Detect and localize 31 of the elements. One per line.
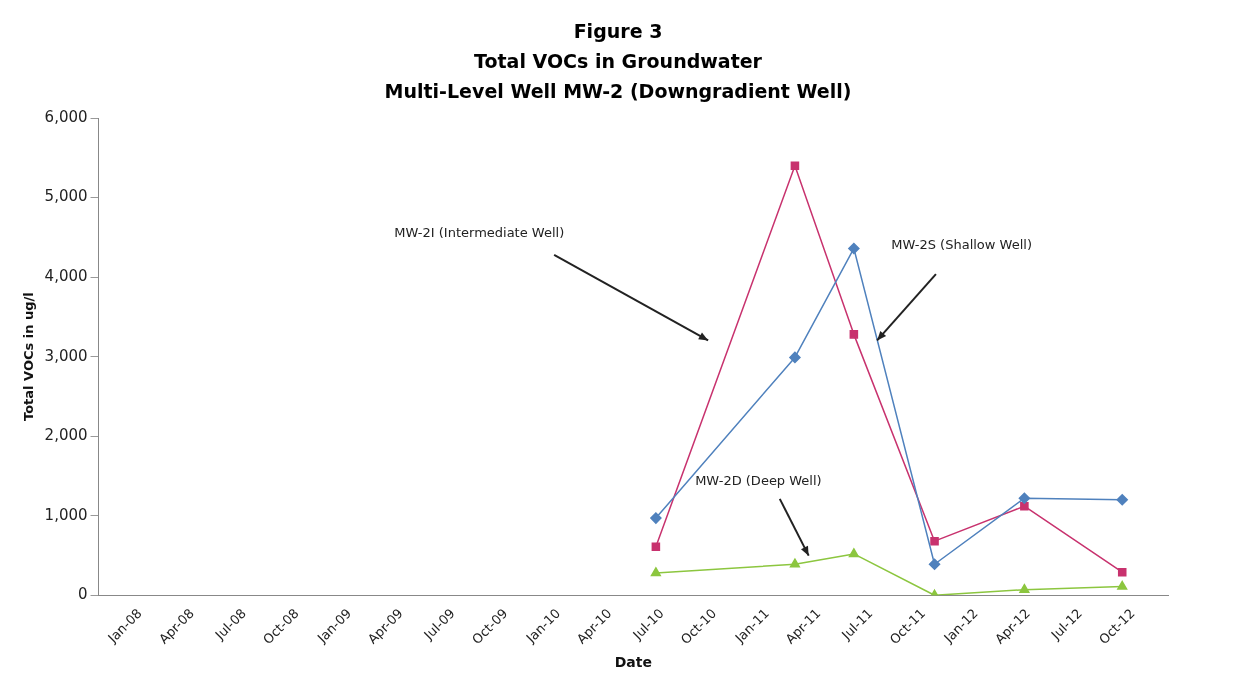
point — [1020, 501, 1029, 511]
point — [848, 548, 859, 558]
chart-title: Figure 3 — [572, 19, 664, 44]
point — [928, 558, 941, 570]
point — [1117, 580, 1128, 590]
x-axis-title: Date — [614, 654, 652, 671]
annotation: MW-2D (Deep Well) — [695, 472, 822, 488]
point — [650, 512, 662, 524]
y-tick-label: 5,000 — [44, 187, 88, 206]
point — [1018, 492, 1031, 504]
point — [789, 351, 801, 364]
y-tick-label: 6,000 — [44, 107, 88, 126]
y-tick-label: 4,000 — [44, 266, 88, 285]
annotation: MW-2S (Shallow Well) — [891, 237, 1032, 253]
chart-subtitle: Total VOCs in Groundwater Multi-Level Well MW-2 (Downgradient Well) — [383, 49, 853, 104]
annotation: MW-2I (Intermediate Well) — [394, 225, 565, 241]
y-tick-label: 3,000 — [44, 346, 88, 365]
y-axis-title: Total VOCs in ug/l — [21, 292, 37, 421]
point — [848, 242, 860, 255]
point — [1019, 583, 1030, 593]
point — [790, 161, 800, 171]
point — [930, 536, 939, 546]
y-tick-label: 2,000 — [44, 426, 88, 445]
point — [1116, 494, 1128, 506]
y-tick-label: 0 — [78, 585, 88, 604]
point — [1117, 567, 1127, 577]
point — [650, 567, 661, 577]
point — [849, 330, 859, 339]
y-tick-label: 1,000 — [44, 505, 88, 524]
point — [651, 542, 661, 552]
point — [789, 558, 800, 568]
